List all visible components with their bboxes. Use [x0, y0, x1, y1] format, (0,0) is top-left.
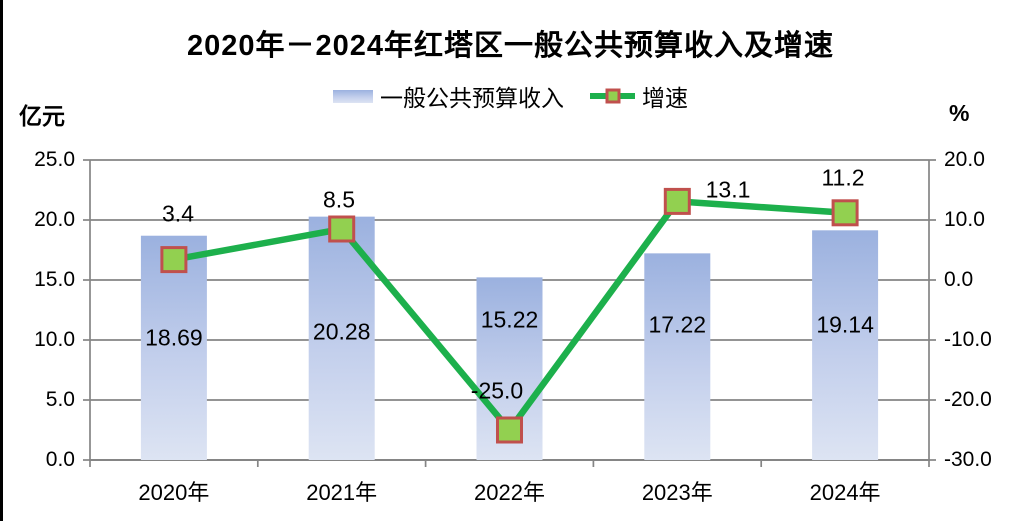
growth-marker — [160, 246, 188, 274]
growth-marker — [831, 199, 859, 227]
right-axis-unit-label: % — [949, 100, 970, 126]
legend-item-growth: 增速 — [590, 79, 688, 113]
legend-square-marker-icon — [605, 88, 620, 104]
growth-marker — [663, 187, 691, 215]
growth-marker — [328, 215, 356, 243]
legend-label-growth: 增速 — [642, 85, 688, 111]
revenue-bar — [644, 253, 711, 460]
legend-item-revenue: 一般公共预算收入 — [333, 79, 564, 113]
legend-label-revenue: 一般公共预算收入 — [380, 85, 564, 111]
growth-marker — [496, 416, 523, 444]
chart-canvas — [83, 159, 936, 467]
legend: 一般公共预算收入 增速 — [3, 83, 1018, 111]
chart-title: 2020年－2024年红塔区一般公共预算收入及增速 — [186, 30, 835, 62]
line-series-swatch-icon — [590, 85, 635, 107]
bar-series-swatch-icon — [333, 89, 373, 103]
revenue-bar — [812, 230, 879, 460]
left-axis-unit-label: 亿元 — [19, 103, 65, 129]
